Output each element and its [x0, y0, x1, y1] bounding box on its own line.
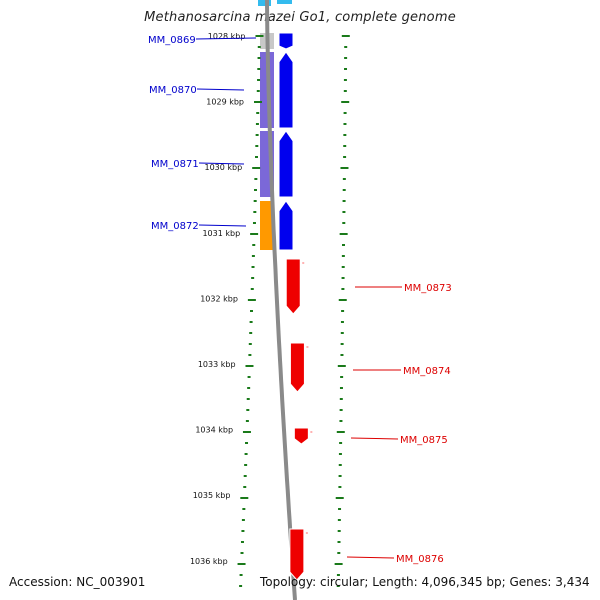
label-leader-line [196, 88, 245, 91]
scale-label: 1036 kbp [190, 557, 228, 566]
scale-label: 1031 kbp [202, 229, 240, 238]
forward-gene-arrow [278, 200, 294, 251]
backbone-line [265, 0, 297, 600]
forward-gene-arrow [278, 51, 294, 129]
label-leader-line [198, 224, 247, 227]
scale-ticks [237, 35, 350, 587]
reverse-gene-arrow [285, 258, 301, 315]
accession-text: Accession: NC_003901 [9, 575, 146, 589]
gene-arrows [278, 32, 313, 581]
genome-title: Methanosarcina mazei Go1, complete genom… [144, 10, 456, 25]
gene-label: MM_0871 [151, 159, 199, 170]
label-leader-line [195, 37, 257, 40]
gene-label: MM_0872 [151, 221, 199, 232]
scale-label: 1035 kbp [193, 491, 231, 500]
gene-label: MM_0870 [149, 85, 197, 96]
cog-block [277, 0, 292, 4]
label-leader-line [346, 556, 395, 559]
genome-backbone [265, 0, 297, 600]
scale-label: 1034 kbp [195, 426, 233, 435]
cog-block [258, 0, 271, 6]
topology-text: Topology: circular; Length: 4,096,345 bp… [260, 575, 590, 589]
gene-label: MM_0874 [403, 366, 451, 377]
scale-label: 1028 kbp [208, 32, 246, 41]
reverse-gene-arrow [293, 427, 309, 445]
cog-block [260, 201, 274, 250]
gene-label: MM_0869 [148, 35, 196, 46]
scale-label: 1032 kbp [200, 294, 238, 303]
forward-gene-arrow [278, 130, 294, 198]
label-leader-line [198, 162, 245, 165]
label-leader-line [350, 437, 399, 440]
reverse-gene-arrow [289, 528, 305, 581]
reverse-gene-arrow [289, 342, 305, 393]
scale-label: 1030 kbp [204, 163, 242, 172]
forward-gene-arrow [278, 32, 294, 50]
scale-label: 1033 kbp [198, 360, 236, 369]
scale-label: 1029 kbp [206, 98, 244, 107]
gene-label: MM_0875 [400, 435, 448, 446]
gene-label: MM_0876 [396, 554, 444, 565]
gene-label: MM_0873 [404, 283, 452, 294]
gene-labels: 1028 kbp 1029 kbp 1030 kbp 1031 kbp 1032 kbp… [148, 32, 452, 566]
